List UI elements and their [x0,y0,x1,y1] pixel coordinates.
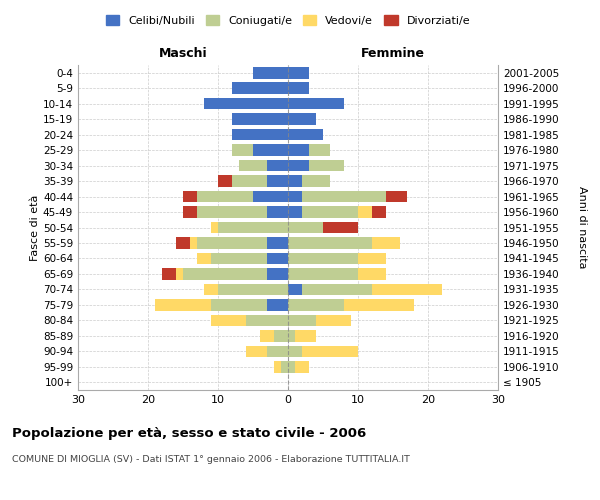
Bar [288,129,323,140]
Bar [372,284,442,295]
Bar [211,299,267,310]
Bar [162,268,176,280]
Bar [288,284,302,295]
Bar [267,176,288,187]
Bar [232,129,288,140]
Bar [302,206,358,218]
Bar [288,330,295,342]
Bar [197,237,267,249]
Bar [288,176,302,187]
Legend: Celibi/Nubili, Coniugati/e, Vedovi/e, Divorziati/e: Celibi/Nubili, Coniugati/e, Vedovi/e, Di… [101,10,475,30]
Bar [267,252,288,264]
Bar [288,190,302,202]
Bar [197,252,211,264]
Bar [267,206,288,218]
Bar [211,314,246,326]
Bar [302,176,330,187]
Y-axis label: Fasce di età: Fasce di età [30,194,40,260]
Bar [267,237,288,249]
Bar [288,314,316,326]
Bar [232,144,253,156]
Bar [288,114,316,125]
Bar [218,176,232,187]
Bar [309,144,330,156]
Bar [309,160,344,172]
Bar [358,206,372,218]
Bar [288,268,358,280]
Bar [344,299,414,310]
Bar [288,67,309,78]
Bar [253,190,288,202]
Text: COMUNE DI MIOGLIA (SV) - Dati ISTAT 1° gennaio 2006 - Elaborazione TUTTITALIA.IT: COMUNE DI MIOGLIA (SV) - Dati ISTAT 1° g… [12,455,410,464]
Bar [232,114,288,125]
Bar [267,346,288,357]
Bar [281,361,288,372]
Bar [323,222,358,234]
Bar [288,237,372,249]
Bar [260,330,274,342]
Bar [288,82,309,94]
Bar [155,299,211,310]
Bar [288,361,295,372]
Bar [288,206,302,218]
Bar [288,222,323,234]
Bar [302,190,386,202]
Bar [246,346,267,357]
Bar [288,144,309,156]
Bar [358,252,386,264]
Bar [183,268,267,280]
Bar [211,252,267,264]
Bar [386,190,407,202]
Bar [218,284,288,295]
Bar [218,222,288,234]
Bar [176,268,183,280]
Bar [190,237,197,249]
Bar [204,284,218,295]
Bar [176,237,190,249]
Bar [197,206,267,218]
Bar [267,268,288,280]
Bar [204,98,288,110]
Bar [232,82,288,94]
Bar [302,284,372,295]
Bar [239,160,267,172]
Bar [288,346,302,357]
Bar [246,314,288,326]
Bar [211,222,218,234]
Text: Femmine: Femmine [361,47,425,60]
Bar [288,252,358,264]
Bar [295,361,309,372]
Bar [358,268,386,280]
Bar [274,330,288,342]
Bar [295,330,316,342]
Bar [253,144,288,156]
Bar [232,176,267,187]
Bar [274,361,281,372]
Text: Anni di nascita: Anni di nascita [577,186,587,269]
Bar [183,190,197,202]
Bar [316,314,351,326]
Bar [288,299,344,310]
Bar [302,346,358,357]
Bar [197,190,253,202]
Bar [267,299,288,310]
Bar [183,206,197,218]
Text: Popolazione per età, sesso e stato civile - 2006: Popolazione per età, sesso e stato civil… [12,428,366,440]
Bar [288,98,344,110]
Bar [372,206,386,218]
Bar [267,160,288,172]
Bar [253,67,288,78]
Bar [372,237,400,249]
Bar [288,160,309,172]
Text: Maschi: Maschi [158,47,208,60]
